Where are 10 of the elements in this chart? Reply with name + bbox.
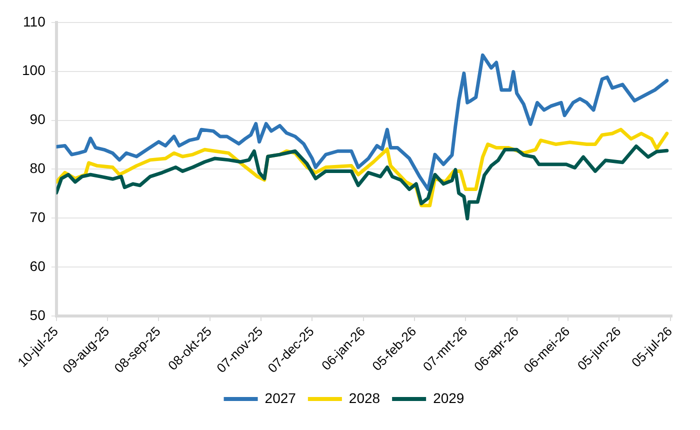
y-tick-label: 110 bbox=[23, 13, 46, 30]
y-tick-label: 80 bbox=[30, 160, 46, 176]
y-tick-label: 100 bbox=[22, 62, 46, 78]
y-tick-label: 60 bbox=[30, 258, 46, 274]
legend-label: 2027 bbox=[264, 390, 296, 406]
legend-label: 2028 bbox=[348, 390, 380, 406]
y-tick-label: 70 bbox=[30, 209, 46, 226]
legend-label: 2029 bbox=[433, 390, 464, 406]
y-tick-label: 50 bbox=[30, 306, 46, 323]
y-tick-label: 90 bbox=[30, 111, 46, 128]
